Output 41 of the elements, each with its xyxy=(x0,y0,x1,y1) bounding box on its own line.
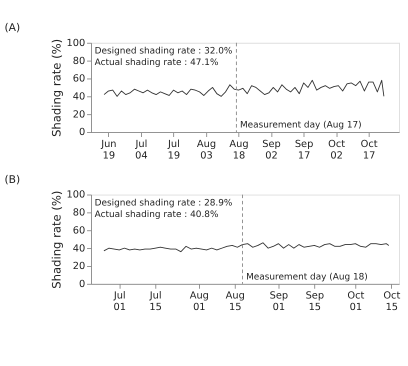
line-series xyxy=(104,80,384,97)
annotation: Actual shading rate : 47.1% xyxy=(94,58,218,68)
x-tick-label: Oct 17 xyxy=(360,138,378,162)
x-tick-label: Oct 15 xyxy=(383,290,400,314)
y-tick-label: 20 xyxy=(72,261,86,272)
annotation: Designed shading rate : 32.0% xyxy=(94,46,232,57)
line-series xyxy=(103,242,390,252)
y-tick-label: 60 xyxy=(72,74,86,85)
y-tick-label: 60 xyxy=(72,225,86,236)
y-tick-label: 20 xyxy=(72,109,86,120)
y-tick-label: 40 xyxy=(72,91,86,102)
y-tick-label: 100 xyxy=(66,38,86,49)
ref-line-label: Measurement day (Aug 18) xyxy=(246,272,368,282)
y-tick-label: 0 xyxy=(79,127,86,138)
x-tick-label: Jul 04 xyxy=(134,138,148,162)
chart-title: (A) xyxy=(4,21,20,34)
x-tick-label: Oct 02 xyxy=(328,138,346,162)
y-tick-label: 0 xyxy=(79,278,86,290)
y-axis-title: Shading rate (%) xyxy=(49,190,64,289)
x-tick-label: Aug 01 xyxy=(190,290,209,314)
y-axis-title: Shading rate (%) xyxy=(49,38,64,137)
y-tick-label: 80 xyxy=(72,56,86,67)
x-tick-label: Aug 15 xyxy=(226,290,245,314)
x-tick-label: Jul 15 xyxy=(148,290,162,314)
y-tick-label: 40 xyxy=(72,243,86,254)
x-tick-label: Jun 19 xyxy=(100,138,117,162)
y-tick-label: 80 xyxy=(72,208,86,219)
y-tick-label: 100 xyxy=(66,190,86,201)
x-tick-label: Sep 01 xyxy=(270,290,288,314)
x-tick-label: Oct 01 xyxy=(347,290,365,314)
x-tick-label: Sep 15 xyxy=(306,290,324,314)
x-tick-label: Aug 18 xyxy=(229,138,249,162)
annotation: Actual shading rate : 40.8% xyxy=(94,210,218,220)
x-tick-label: Sep 02 xyxy=(262,138,281,162)
x-tick-label: Sep 17 xyxy=(294,138,314,162)
x-tick-label: Aug 03 xyxy=(196,138,216,162)
x-tick-label: Jul 01 xyxy=(112,290,126,314)
x-tick-label: Jul 19 xyxy=(167,138,180,162)
chart-title: (B) xyxy=(4,172,20,186)
ref-line-label: Measurement day (Aug 17) xyxy=(240,120,362,131)
annotation: Designed shading rate : 28.9% xyxy=(94,198,232,208)
